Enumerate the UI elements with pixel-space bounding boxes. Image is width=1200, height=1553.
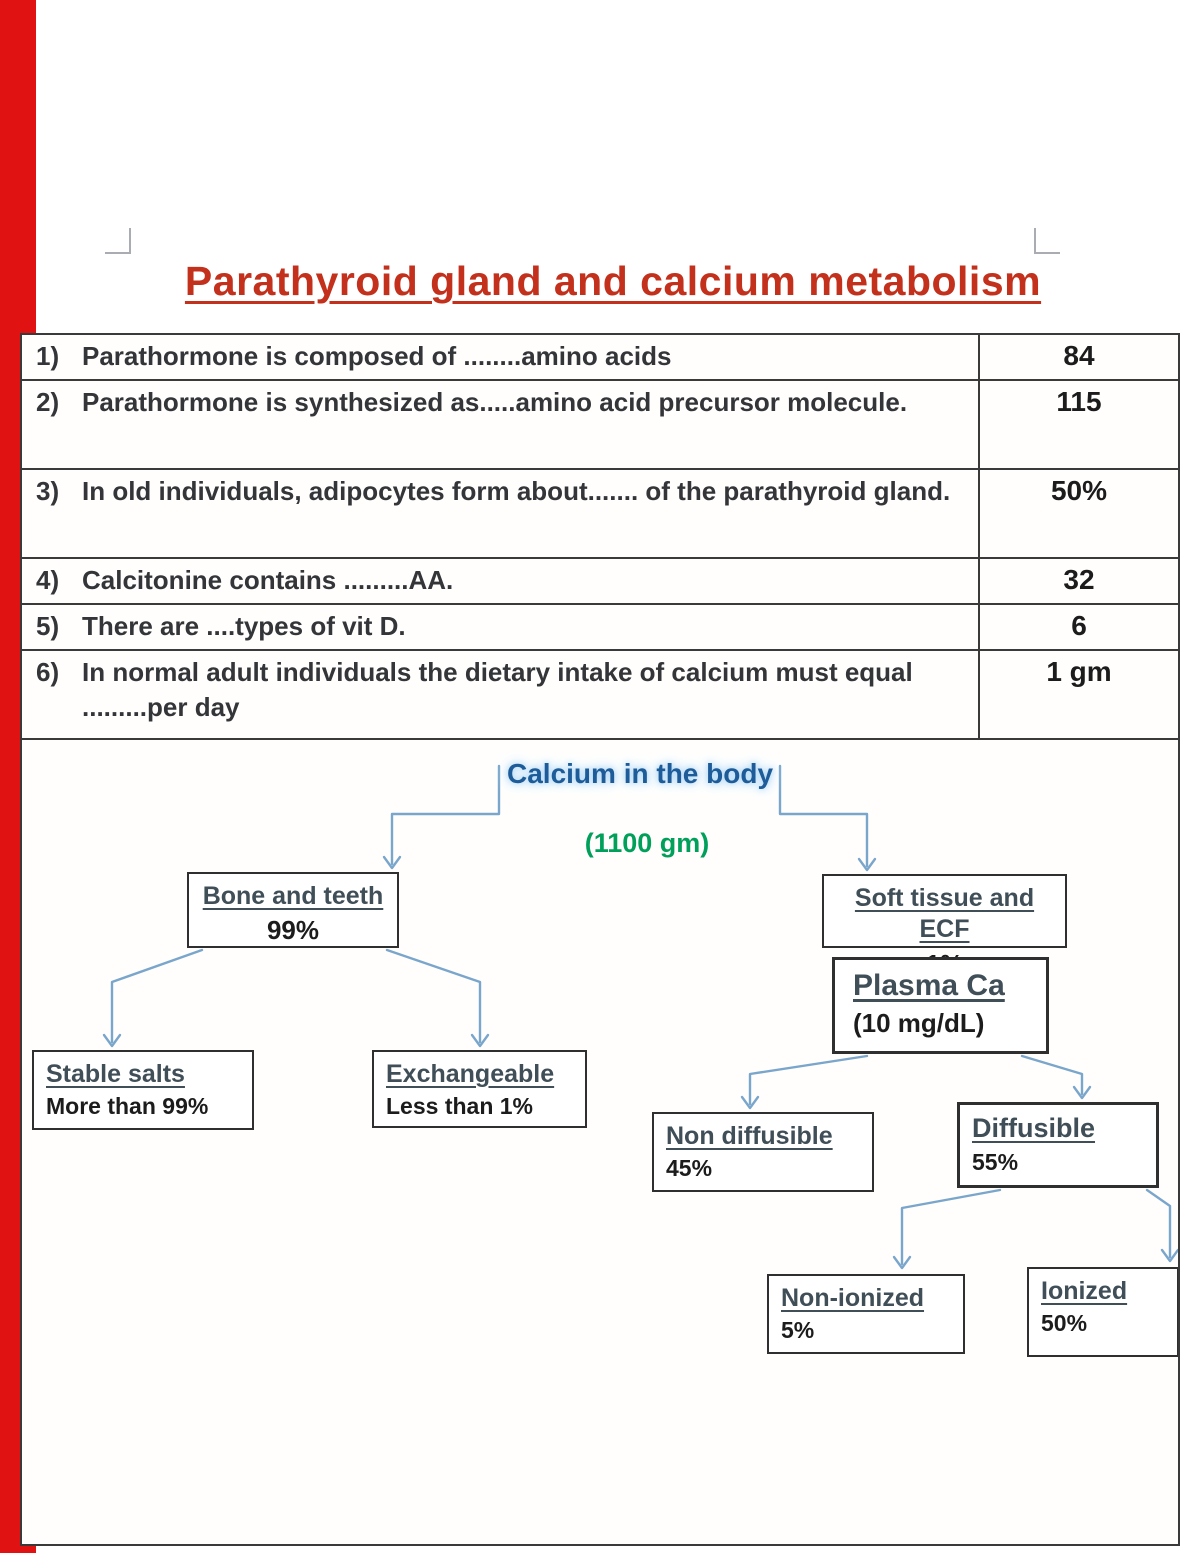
node-label: Non-ionized bbox=[781, 1284, 925, 1312]
question-text: There are ....types of vit D. bbox=[82, 611, 406, 641]
page-title: Parathyroid gland and calcium metabolism bbox=[184, 258, 1042, 304]
node-value: 5% bbox=[781, 1317, 815, 1344]
node-soft-tissue-ecf: Soft tissue and ECF 1% bbox=[822, 874, 1067, 979]
node-value: Less than 1% bbox=[386, 1093, 533, 1120]
node-value: (10 mg/dL) bbox=[853, 1007, 985, 1038]
question-cell: 1) Parathormone is composed of ........a… bbox=[22, 335, 978, 379]
node-value: 50% bbox=[1041, 1310, 1088, 1337]
node-exchangeable: Exchangeable Less than 1% bbox=[372, 1050, 587, 1128]
node-value: 45% bbox=[666, 1155, 713, 1182]
question-cell: 4) Calcitonine contains .........AA. bbox=[22, 559, 978, 603]
node-value: 55% bbox=[972, 1148, 1019, 1175]
answer-value: 1 gm bbox=[978, 651, 1178, 738]
answer-value: 6 bbox=[978, 605, 1178, 649]
table-row-3: 3) In old individuals, adipocytes form a… bbox=[22, 470, 1178, 559]
question-text: Calcitonine contains .........AA. bbox=[82, 565, 454, 595]
node-label: Soft tissue and ECF bbox=[854, 884, 1035, 944]
question-number: 6) bbox=[36, 657, 60, 687]
question-number: 1) bbox=[36, 341, 60, 371]
node-non-diffusible: Non diffusible 45% bbox=[652, 1112, 874, 1192]
node-bone-and-teeth: Bone and teeth 99% bbox=[187, 872, 399, 948]
table-row-4: 4) Calcitonine contains .........AA. 32 bbox=[22, 559, 1178, 605]
node-ionized: Ionized 50% bbox=[1027, 1267, 1178, 1357]
calcium-flowchart: Calcium in the body (1100 gm) Bone and t… bbox=[22, 740, 1178, 1544]
question-number: 5) bbox=[36, 611, 60, 641]
table-row-5: 5) There are ....types of vit D. 6 bbox=[22, 605, 1178, 651]
node-stable-salts: Stable salts More than 99% bbox=[32, 1050, 254, 1130]
node-label: Exchangeable bbox=[386, 1060, 555, 1088]
node-diffusible: Diffusible 55% bbox=[957, 1102, 1159, 1188]
node-label: Ionized bbox=[1041, 1277, 1128, 1305]
answer-value: 115 bbox=[978, 381, 1178, 468]
margin-corner-mark-right bbox=[1034, 228, 1060, 254]
node-value: 99% bbox=[266, 915, 320, 946]
question-number: 3) bbox=[36, 476, 60, 506]
question-cell: 5) There are ....types of vit D. bbox=[22, 605, 978, 649]
node-label: Stable salts bbox=[46, 1060, 185, 1088]
table-row-1: 1) Parathormone is composed of ........a… bbox=[22, 335, 1178, 381]
node-plasma-ca: Plasma Ca (10 mg/dL) bbox=[832, 957, 1049, 1054]
content-frame: 1) Parathormone is composed of ........a… bbox=[20, 333, 1180, 1546]
node-non-ionized: Non-ionized 5% bbox=[767, 1274, 965, 1354]
margin-corner-mark-left bbox=[105, 228, 131, 254]
answer-value: 32 bbox=[978, 559, 1178, 603]
answer-value: 50% bbox=[978, 470, 1178, 557]
flowchart-arrows bbox=[102, 764, 1178, 1270]
table-row-6: 6) In normal adult individuals the dieta… bbox=[22, 651, 1178, 740]
root-node-label: Calcium in the body bbox=[507, 758, 774, 789]
question-text: Parathormone is synthesized as.....amino… bbox=[82, 387, 908, 417]
question-number: 2) bbox=[36, 387, 60, 417]
node-label: Bone and teeth bbox=[202, 882, 384, 910]
question-cell: 6) In normal adult individuals the dieta… bbox=[22, 651, 978, 738]
question-text: In old individuals, adipocytes form abou… bbox=[82, 476, 951, 506]
question-cell: 3) In old individuals, adipocytes form a… bbox=[22, 470, 978, 557]
node-label: Plasma Ca bbox=[853, 969, 1005, 1002]
table-row-2: 2) Parathormone is synthesized as.....am… bbox=[22, 381, 1178, 470]
root-node-amount: (1100 gm) bbox=[584, 828, 710, 858]
node-value: More than 99% bbox=[46, 1093, 209, 1120]
question-cell: 2) Parathormone is synthesized as.....am… bbox=[22, 381, 978, 468]
node-label: Non diffusible bbox=[666, 1122, 833, 1150]
question-text: In normal adult individuals the dietary … bbox=[82, 657, 913, 723]
answer-value: 84 bbox=[978, 335, 1178, 379]
question-text: Parathormone is composed of ........amin… bbox=[82, 341, 672, 371]
node-label: Diffusible bbox=[972, 1113, 1096, 1143]
question-number: 4) bbox=[36, 565, 60, 595]
